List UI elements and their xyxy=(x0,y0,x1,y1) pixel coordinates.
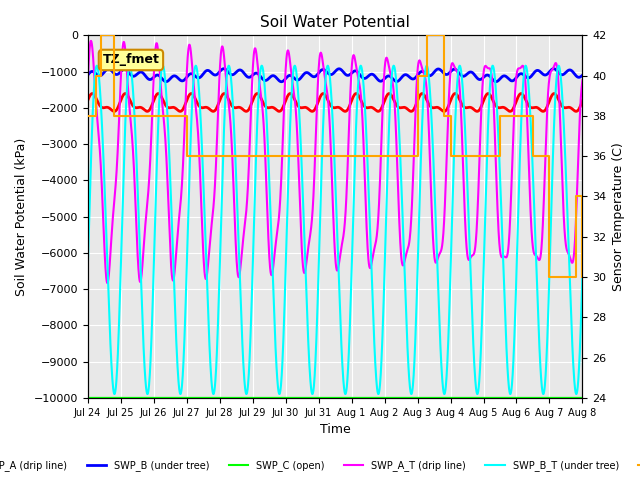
Y-axis label: Soil Water Potential (kPa): Soil Water Potential (kPa) xyxy=(15,137,28,296)
Title: Soil Water Potential: Soil Water Potential xyxy=(260,15,410,30)
Y-axis label: Sensor Temperature (C): Sensor Temperature (C) xyxy=(612,142,625,291)
Legend: SWP_A (drip line), SWP_B (under tree), SWP_C (open), SWP_A_T (drip line), SWP_B_: SWP_A (drip line), SWP_B (under tree), S… xyxy=(0,456,640,475)
Text: TZ_fmet: TZ_fmet xyxy=(102,53,159,66)
X-axis label: Time: Time xyxy=(320,423,351,436)
